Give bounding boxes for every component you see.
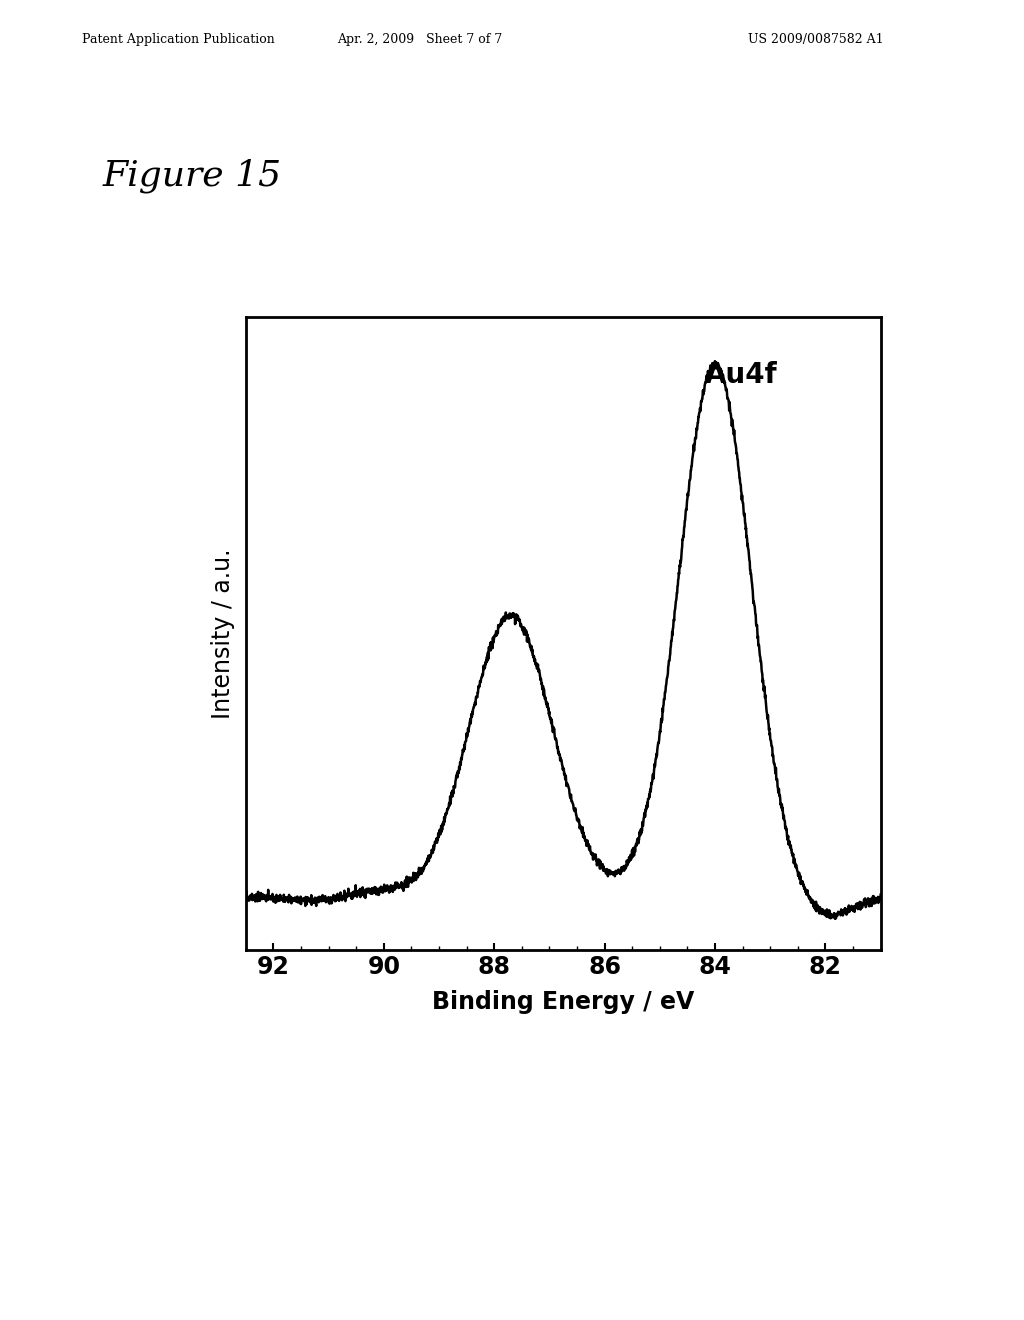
X-axis label: Binding Energy / eV: Binding Energy / eV [432,990,694,1014]
Text: US 2009/0087582 A1: US 2009/0087582 A1 [748,33,883,46]
Text: Au4f: Au4f [705,362,777,389]
Y-axis label: Intensity / a.u.: Intensity / a.u. [211,548,234,719]
Text: Figure 15: Figure 15 [102,158,282,193]
Text: Apr. 2, 2009   Sheet 7 of 7: Apr. 2, 2009 Sheet 7 of 7 [337,33,503,46]
Text: Patent Application Publication: Patent Application Publication [82,33,274,46]
